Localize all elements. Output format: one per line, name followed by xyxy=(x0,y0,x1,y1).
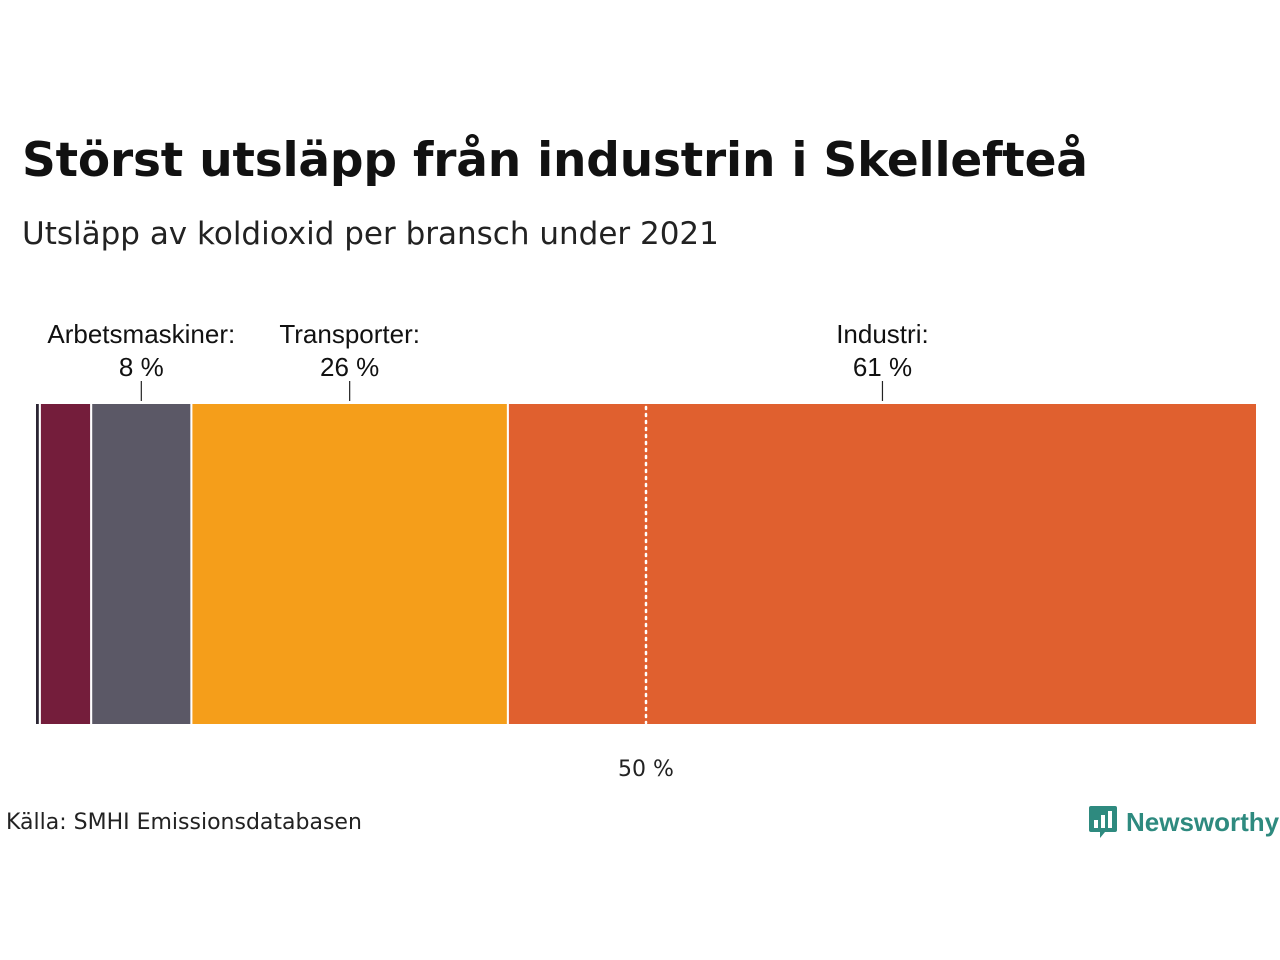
segment-name-label-3: Transporter: xyxy=(279,319,420,349)
bar-segment-2 xyxy=(90,402,193,726)
segment-name-label-4: Industri: xyxy=(836,319,929,349)
bar-segment-4 xyxy=(506,402,1258,726)
segment-value-label-4: 61 % xyxy=(853,352,912,382)
reference-line-label: 50 % xyxy=(618,757,674,782)
chart-subtitle: Utsläpp av koldioxid per bransch under 2… xyxy=(22,216,719,252)
brand-name: Newsworthy xyxy=(1126,806,1280,837)
chart-title: Störst utsläpp från industrin i Skelleft… xyxy=(22,133,1088,188)
segment-value-label-2: 8 % xyxy=(119,352,164,382)
source-note: Källa: SMHI Emissionsdatabasen xyxy=(6,810,362,835)
bar-segment-3 xyxy=(190,402,509,726)
bar-segment-1 xyxy=(38,402,93,726)
segment-value-label-3: 26 % xyxy=(320,352,379,382)
newsworthy-chart-bubble-icon xyxy=(1089,806,1117,838)
stacked-bar-chart: Arbetsmaskiner:8 % Transporter:26 % Indust… xyxy=(34,319,1258,782)
brand-logo: Newsworthy xyxy=(1088,804,1279,840)
segment-name-label-2: Arbetsmaskiner: xyxy=(47,319,235,349)
